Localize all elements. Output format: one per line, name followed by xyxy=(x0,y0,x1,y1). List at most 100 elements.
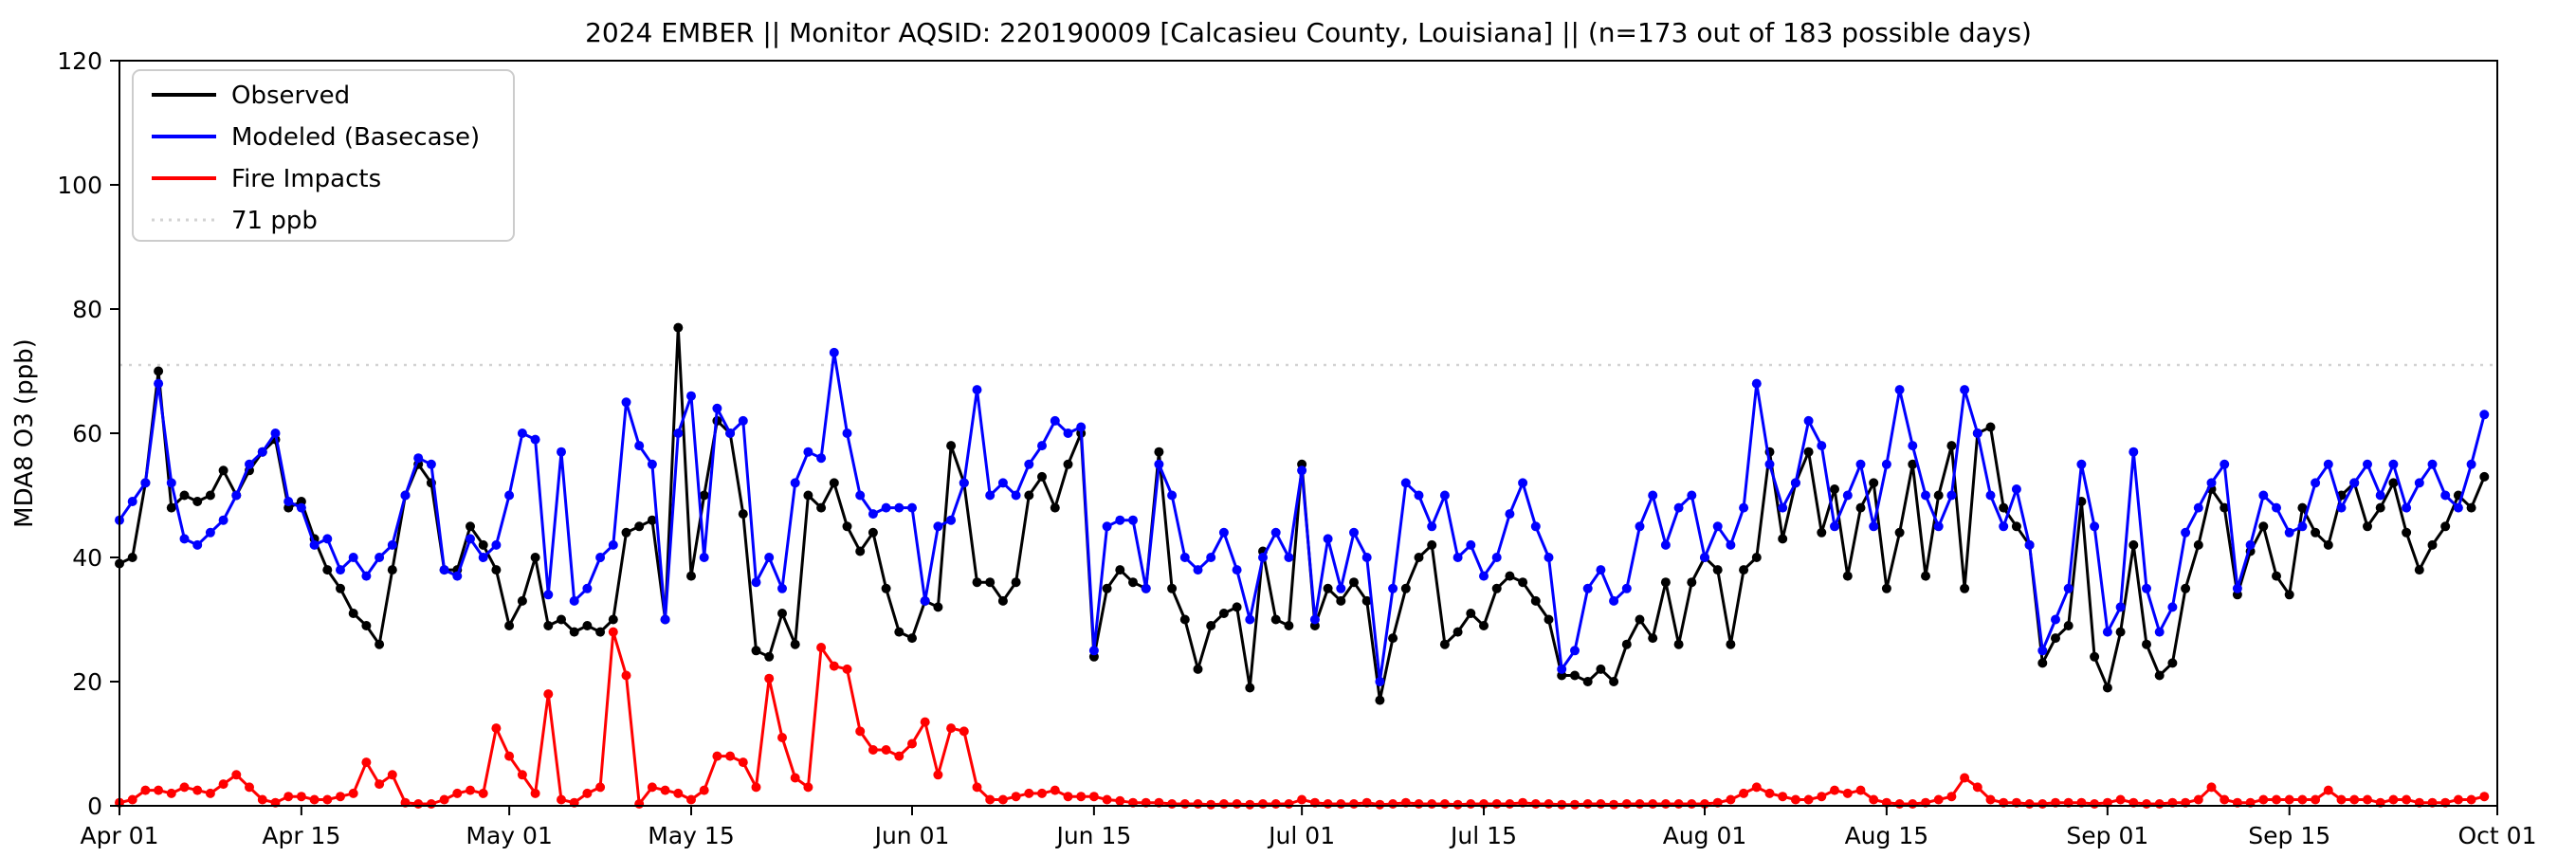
fire-impacts-marker xyxy=(2349,794,2360,805)
modeled-basecase-marker xyxy=(1284,553,1294,562)
observed-marker xyxy=(1921,571,1930,581)
modeled-basecase-marker xyxy=(1349,527,1359,538)
observed-marker xyxy=(218,465,228,476)
fire-impacts-marker xyxy=(829,661,839,671)
legend-entry-fire: Fire Impacts xyxy=(152,165,381,193)
fire-impacts-marker xyxy=(348,788,358,798)
modeled-basecase-marker xyxy=(205,527,215,538)
modeled-basecase-marker xyxy=(1621,583,1632,593)
legend-box xyxy=(132,69,515,242)
fire-impacts-marker xyxy=(2115,794,2126,805)
modeled-basecase-marker xyxy=(1218,527,1229,538)
fire-impacts-marker xyxy=(1609,799,1619,810)
fire-impacts-marker xyxy=(1751,782,1762,793)
modeled-basecase-marker xyxy=(1842,490,1853,501)
modeled-basecase-marker xyxy=(557,447,566,457)
modeled-basecase-marker xyxy=(1660,539,1671,550)
modeled-basecase-marker xyxy=(387,539,397,550)
modeled-basecase-marker xyxy=(738,415,748,426)
fire-impacts-marker xyxy=(1570,799,1580,810)
y-tick-label: 40 xyxy=(72,544,102,572)
observed-marker xyxy=(361,621,372,630)
observed-marker xyxy=(985,577,996,588)
fire-impacts-marker xyxy=(2466,794,2476,805)
modeled-basecase-marker xyxy=(1790,478,1800,488)
fire-impacts-marker xyxy=(452,788,463,798)
fire-impacts-marker xyxy=(387,770,397,780)
fire-impacts-marker xyxy=(2297,794,2308,805)
observed-marker xyxy=(1985,422,1996,432)
modeled-basecase-marker xyxy=(491,539,502,550)
fire-impacts-marker xyxy=(673,788,684,798)
modeled-basecase-marker xyxy=(1336,583,1346,593)
modeled-basecase-marker xyxy=(725,428,736,438)
modeled-basecase-marker xyxy=(1115,515,1125,525)
fire-impacts-marker xyxy=(751,782,761,793)
observed-marker xyxy=(322,565,333,575)
fire-impacts-marker xyxy=(816,643,827,652)
y-tick-label: 80 xyxy=(72,296,102,323)
modeled-basecase-marker xyxy=(933,521,943,532)
modeled-basecase-marker xyxy=(959,478,969,488)
observed-marker xyxy=(1842,571,1853,581)
observed-marker xyxy=(1869,478,1879,488)
modeled-basecase-marker xyxy=(2245,539,2256,550)
observed-marker xyxy=(2258,521,2269,532)
fire-impacts-marker xyxy=(166,788,176,798)
fire-impacts-marker xyxy=(245,782,254,793)
x-tick-label: Jun 15 xyxy=(1054,822,1131,849)
fire-impacts-marker xyxy=(2284,794,2294,805)
observed-marker xyxy=(466,521,475,532)
observed-marker xyxy=(1037,471,1047,482)
observed-marker xyxy=(1687,577,1697,588)
modeled-basecase-marker xyxy=(270,428,281,438)
fire-impacts-marker xyxy=(764,673,775,684)
observed-marker xyxy=(336,583,345,593)
observed-marker xyxy=(946,441,957,451)
modeled-basecase-marker xyxy=(997,478,1008,488)
fire-impacts-marker xyxy=(296,792,306,802)
modeled-basecase-marker xyxy=(1739,502,1749,513)
fire-impacts-marker xyxy=(1245,799,1255,810)
modeled-basecase-marker xyxy=(2375,490,2385,501)
observed-marker xyxy=(1660,577,1671,588)
modeled-basecase-marker xyxy=(2024,539,2035,550)
modeled-basecase-marker xyxy=(907,502,917,513)
fire-impacts-marker xyxy=(491,723,502,734)
fire-impacts-marker xyxy=(218,779,228,790)
fire-impacts-marker xyxy=(2258,794,2269,805)
observed-marker xyxy=(1128,577,1138,588)
fire-impacts-marker xyxy=(1349,799,1359,809)
modeled-basecase-marker xyxy=(2402,502,2412,513)
modeled-basecase-marker xyxy=(2154,627,2165,637)
observed-marker xyxy=(1582,677,1593,686)
fire-impacts-marker xyxy=(699,785,709,795)
modeled-basecase-marker xyxy=(764,553,775,562)
modeled-basecase-marker xyxy=(439,565,449,575)
fire-impacts-marker xyxy=(842,664,852,674)
modeled-basecase-marker xyxy=(1439,490,1450,501)
modeled-basecase-marker xyxy=(2272,502,2281,513)
fire-impacts-marker xyxy=(192,785,203,795)
observed-marker xyxy=(868,527,878,538)
fire-impacts-marker xyxy=(413,799,424,809)
fire-impacts-marker xyxy=(2272,794,2281,805)
observed-marker xyxy=(582,621,593,630)
modeled-basecase-marker xyxy=(375,553,385,562)
modeled-basecase-marker xyxy=(466,534,475,544)
modeled-basecase-marker xyxy=(2102,627,2112,637)
modeled-basecase-marker xyxy=(2220,459,2230,469)
modeled-basecase-marker xyxy=(478,553,488,562)
observed-marker xyxy=(997,595,1008,606)
modeled-basecase-marker xyxy=(1518,478,1528,488)
modeled-basecase-marker xyxy=(1414,490,1424,501)
modeled-basecase-marker xyxy=(1544,553,1554,562)
observed-marker xyxy=(2466,502,2476,513)
modeled-basecase-marker xyxy=(1154,459,1164,469)
observed-marker xyxy=(1427,539,1437,550)
modeled-basecase-marker xyxy=(2388,459,2399,469)
observed-marker xyxy=(1491,583,1502,593)
modeled-basecase-marker xyxy=(2311,478,2321,488)
modeled-basecase-marker xyxy=(881,502,891,513)
modeled-basecase-marker xyxy=(699,553,709,562)
